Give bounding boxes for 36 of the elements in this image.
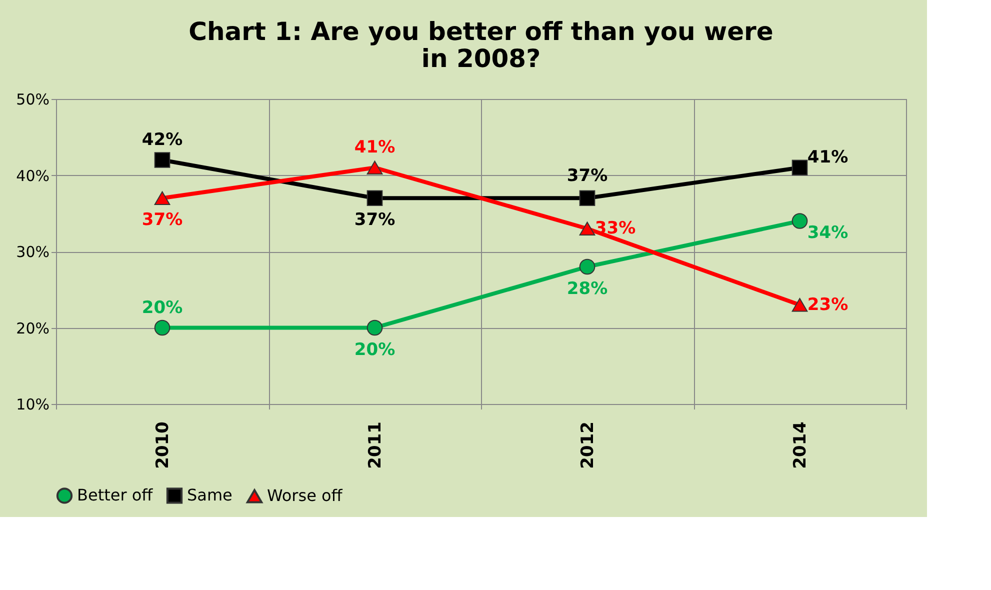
data-label: 37% xyxy=(566,166,608,186)
x-tick-label: 2012 xyxy=(578,422,598,469)
data-label: 41% xyxy=(807,148,848,168)
data-label: 23% xyxy=(807,294,848,315)
y-tick-label: 30% xyxy=(16,243,50,261)
legend-label: Same xyxy=(187,486,232,505)
y-tick-label: 50% xyxy=(16,90,50,108)
point xyxy=(792,298,808,312)
y-tick-label: 20% xyxy=(16,319,50,338)
data-label: 37% xyxy=(142,210,183,230)
data-label: 20% xyxy=(142,298,183,318)
x-tick-label: 2011 xyxy=(365,422,386,469)
chart-title: Chart 1: Are you better off than you were in 2008? xyxy=(188,17,774,73)
point xyxy=(366,320,383,336)
y-tick-label: 10% xyxy=(16,396,50,414)
point xyxy=(366,190,383,206)
point xyxy=(154,152,170,168)
data-label: 37% xyxy=(354,210,396,230)
x-tick-label: 2010 xyxy=(152,421,173,469)
point xyxy=(154,191,170,206)
point xyxy=(579,190,596,206)
data-label: 34% xyxy=(807,223,848,243)
data-label: 28% xyxy=(566,278,608,299)
point xyxy=(579,258,596,275)
point xyxy=(579,222,596,236)
y-tick-label: 40% xyxy=(16,166,50,185)
x-tick-label: 2014 xyxy=(790,421,810,469)
legend-label: Better off xyxy=(77,486,154,505)
point xyxy=(792,160,808,176)
point xyxy=(792,213,808,229)
point xyxy=(154,320,170,336)
legend-label: Worse off xyxy=(267,486,344,506)
data-label: 20% xyxy=(354,340,396,360)
point xyxy=(366,160,383,175)
data-label: 41% xyxy=(354,138,396,158)
data-label: 42% xyxy=(142,130,183,150)
